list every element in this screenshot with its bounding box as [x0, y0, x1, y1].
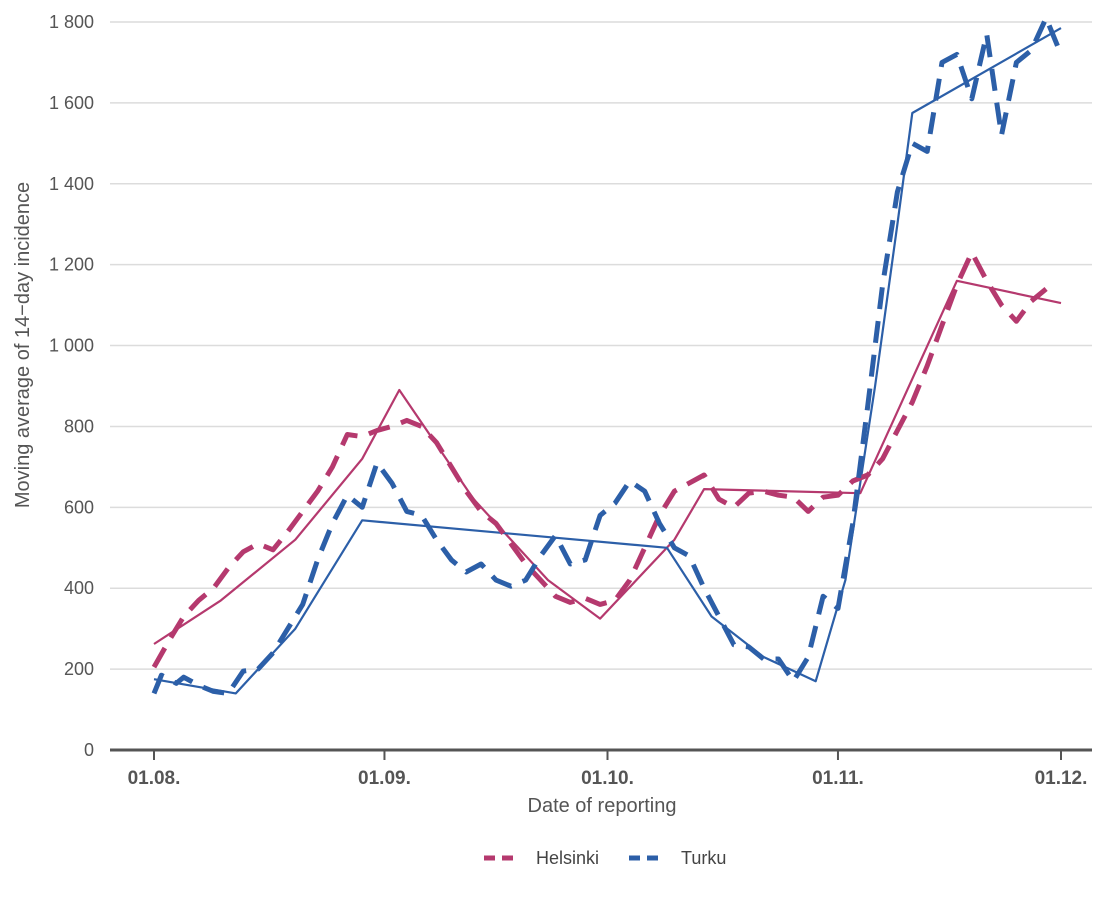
trend-line-1 — [153, 279, 1062, 645]
trend-line-2 — [153, 27, 1062, 695]
legend-label-turku: Turku — [681, 848, 726, 868]
y-axis-ticks: 0 200 400 600 800 1 000 1 200 1 400 1 600 1 800 — [49, 12, 94, 760]
legend: Helsinki Turku — [484, 848, 726, 868]
x-tick-label: 01.08. — [128, 768, 181, 789]
x-tick-label: 01.10. — [581, 768, 634, 789]
x-axis: 01.08. 01.09. 01.10. 01.11. 01.12. — [110, 748, 1092, 789]
y-tick-label: 1 800 — [49, 12, 94, 32]
series-line-helsinki — [151, 250, 1048, 669]
y-tick-label: 200 — [64, 659, 94, 679]
y-tick-label: 1 600 — [49, 93, 94, 113]
y-axis-title: Moving average of 14−day incidence — [12, 182, 34, 508]
y-tick-label: 1 400 — [49, 174, 94, 194]
x-tick-label: 01.11. — [812, 768, 864, 789]
y-tick-label: 1 000 — [49, 336, 94, 356]
y-tick-label: 1 200 — [49, 255, 94, 275]
x-tick-label: 01.09. — [358, 768, 411, 789]
y-tick-label: 400 — [64, 578, 94, 598]
y-tick-label: 800 — [64, 416, 94, 436]
series-line-turku — [151, 15, 1064, 696]
y-tick-label: 0 — [84, 740, 94, 760]
x-tick-label: 01.12. — [1035, 768, 1088, 789]
y-tick-label: 600 — [64, 497, 94, 517]
grid-lines — [110, 21, 1092, 670]
x-axis-title: Date of reporting — [528, 795, 677, 817]
legend-label-helsinki: Helsinki — [536, 848, 599, 868]
series-lines — [151, 15, 1064, 696]
